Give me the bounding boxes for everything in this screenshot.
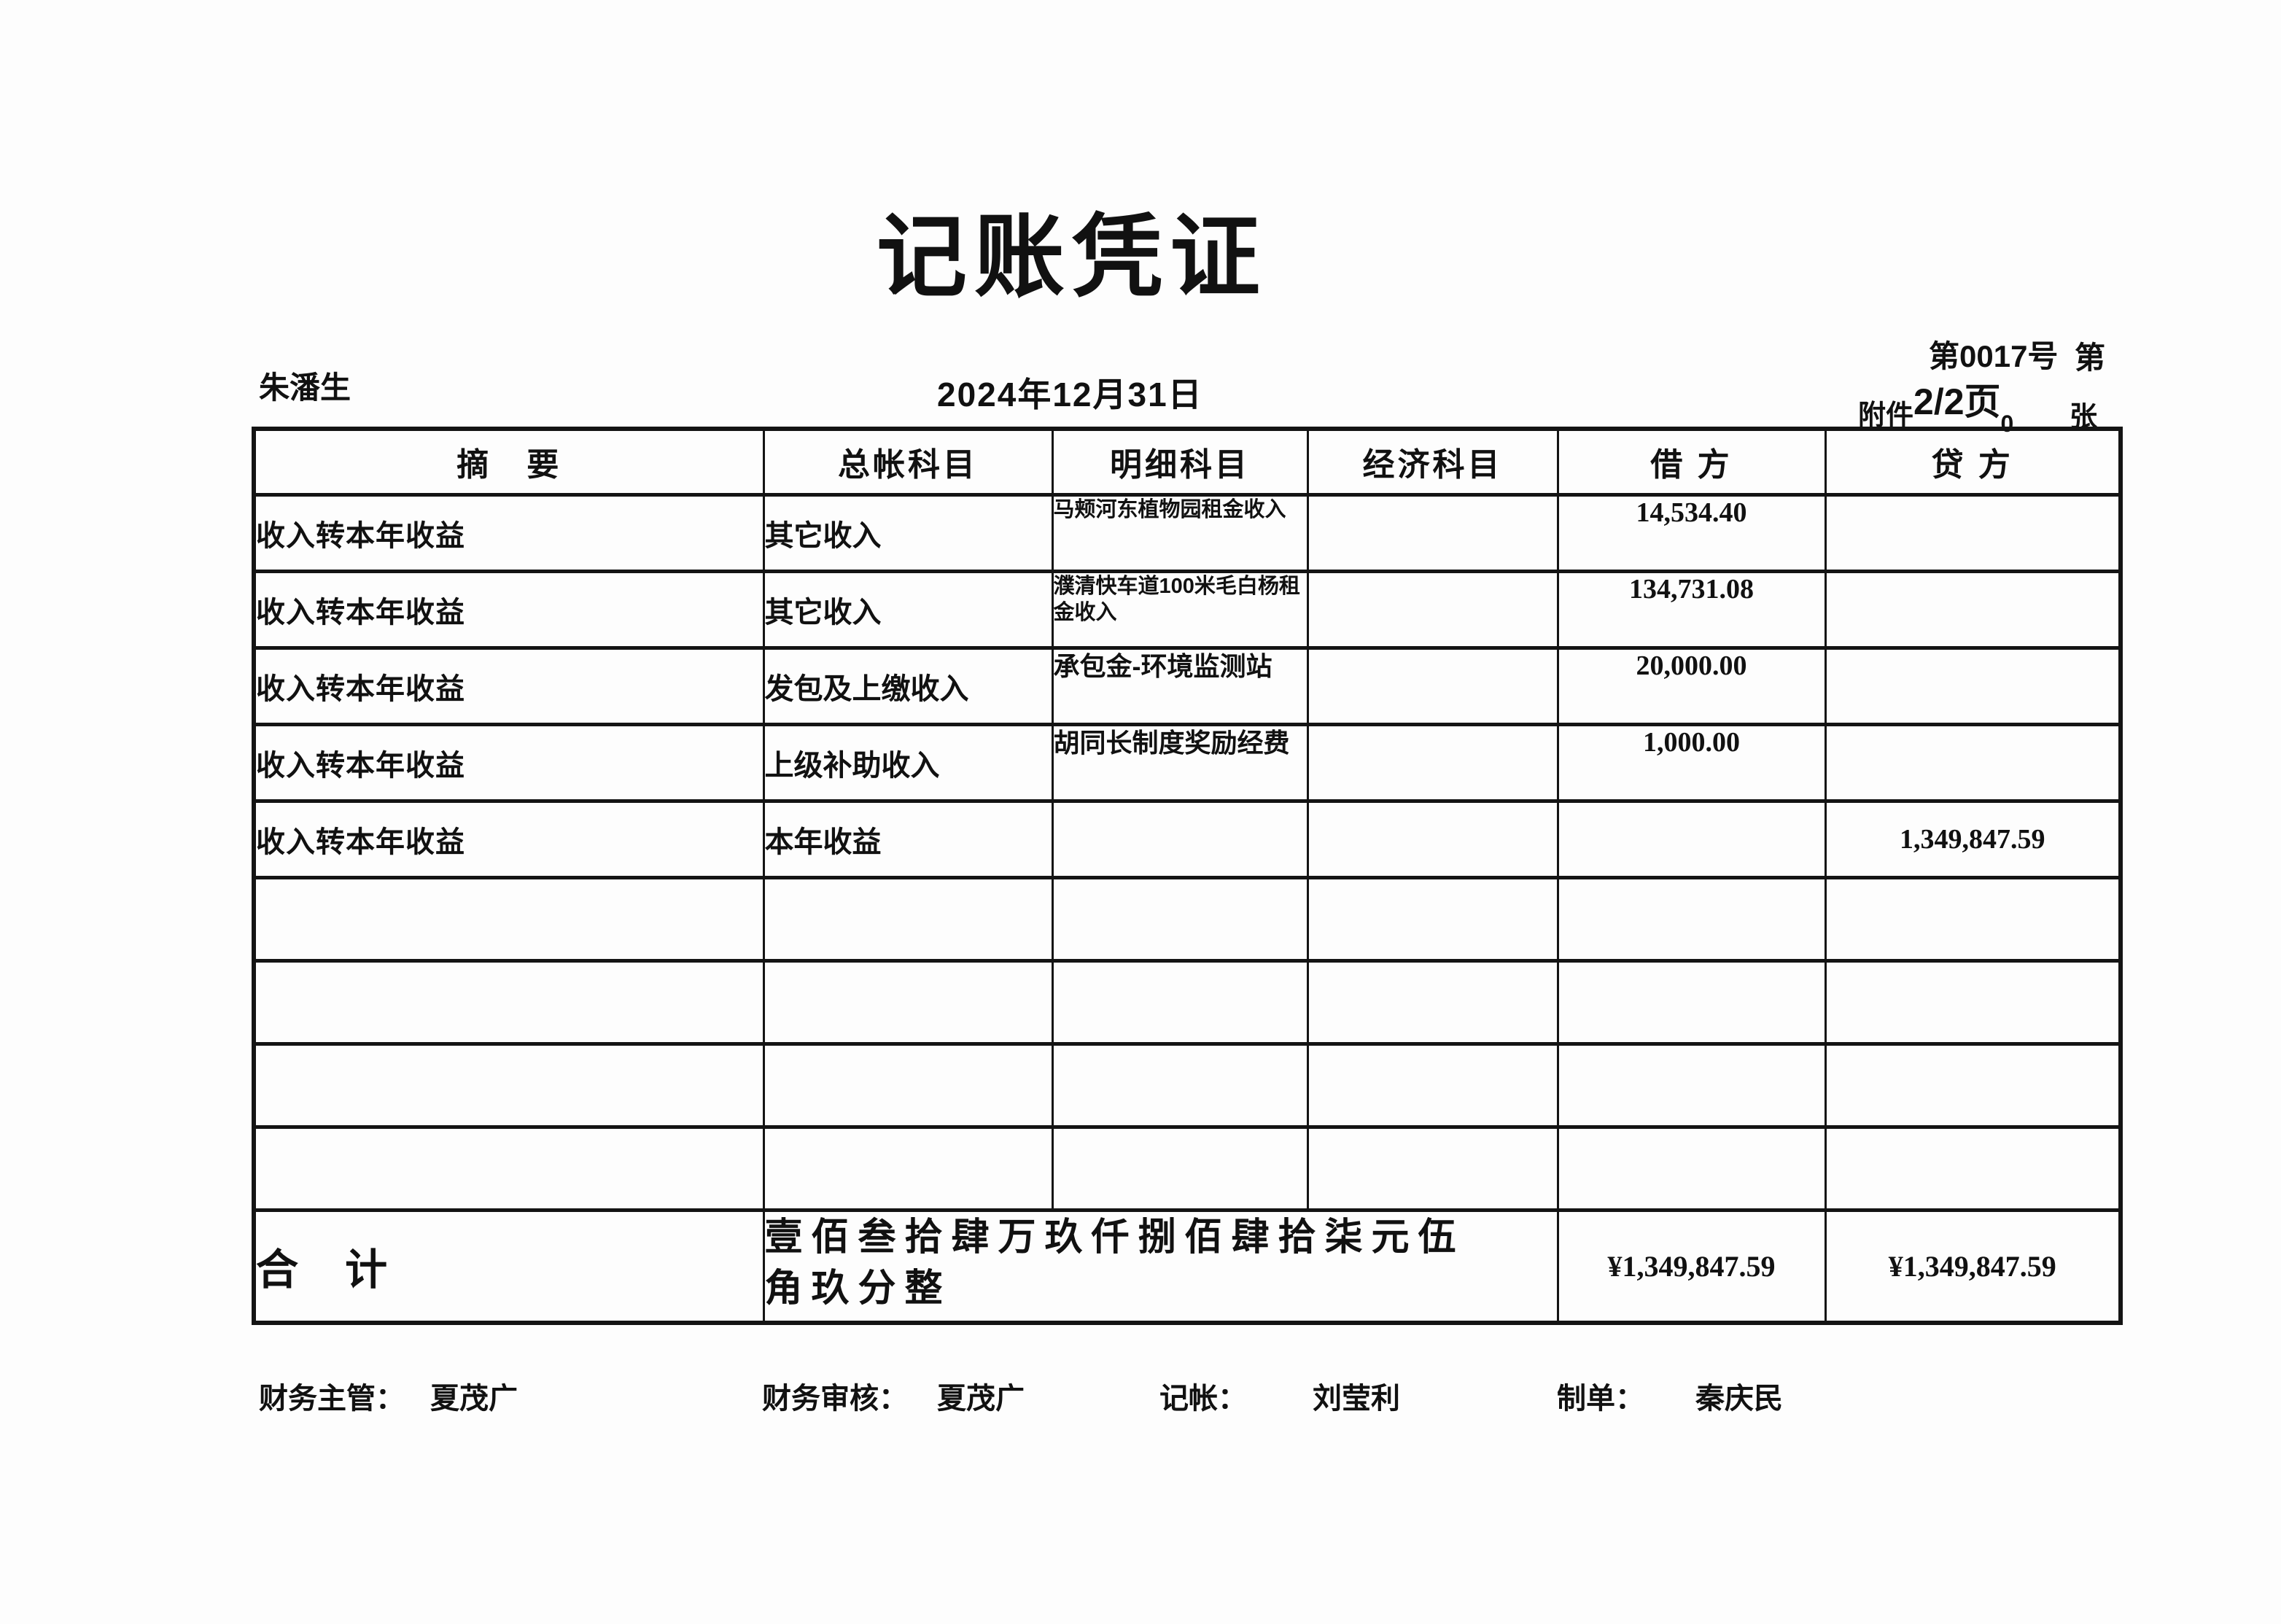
header-economic: 经济科目 <box>1306 427 1559 497</box>
empty-cell <box>1051 875 1309 963</box>
table-row: 收入转本年收益 发包及上缴收入 承包金-环境监测站 20,000.00 <box>252 645 2122 726</box>
table-row: 收入转本年收益 其它收入 马颊河东植物园租金收入 14,534.40 <box>252 492 2122 573</box>
cell-general-ledger: 发包及上缴收入 <box>762 645 1054 726</box>
cell-summary: 收入转本年收益 <box>252 722 765 803</box>
table-row: 收入转本年收益 本年收益 1,349,847.59 <box>252 799 2122 879</box>
preparer-name: 朱潘生 <box>259 370 351 405</box>
finance-reviewer-label: 财务审核： <box>762 1383 908 1415</box>
table-header-row: 摘 要 总帐科目 明细科目 经济科目 借 方 贷 方 <box>252 427 2122 497</box>
table-row: 收入转本年收益 上级补助收入 胡同长制度奖励经费 1,000.00 <box>252 722 2122 803</box>
cell-detail: 胡同长制度奖励经费 <box>1051 722 1309 803</box>
header-summary: 摘 要 <box>252 427 765 497</box>
empty-cell <box>1306 875 1559 963</box>
voucher-number: 第0017号 <box>1929 339 2059 373</box>
header-general-ledger: 总帐科目 <box>762 427 1054 497</box>
empty-cell <box>762 1124 1054 1212</box>
bookkeeper-name: 刘莹利 <box>1313 1383 1400 1415</box>
cell-detail <box>1051 799 1309 879</box>
empty-cell <box>762 875 1054 963</box>
cell-general-ledger: 其它收入 <box>762 569 1054 650</box>
cell-credit <box>1824 569 2122 650</box>
cell-debit <box>1556 799 1827 879</box>
finance-supervisor-name: 夏茂广 <box>430 1383 518 1415</box>
total-credit: ¥1,349,847.59 <box>1824 1208 2122 1325</box>
cell-detail: 承包金-环境监测站 <box>1051 645 1309 726</box>
empty-row <box>252 1041 2122 1129</box>
empty-cell <box>762 1041 1054 1129</box>
empty-cell <box>1556 958 1827 1046</box>
total-amount-in-words-cell: 壹佰叁拾肆万玖仟捌佰肆拾柒元伍角玖分整 <box>762 1208 1559 1325</box>
cell-general-ledger: 本年收益 <box>762 799 1054 879</box>
cell-credit <box>1824 722 2122 803</box>
empty-cell <box>1824 958 2122 1046</box>
voucher-maker-name: 秦庆民 <box>1695 1383 1783 1415</box>
empty-row <box>252 875 2122 963</box>
voucher-table: 摘 要 总帐科目 明细科目 经济科目 借 方 贷 方 收入转本年收益 其它收入 … <box>252 427 2123 1325</box>
cell-credit <box>1824 492 2122 573</box>
cell-general-ledger: 上级补助收入 <box>762 722 1054 803</box>
signature-footer: 财务主管： 夏茂广 财务审核： 夏茂广 记帐： 刘莹利 制单： 秦庆民 <box>0 1375 2281 1418</box>
total-amount-in-words: 壹佰叁拾肆万玖仟捌佰肆拾柒元伍角玖分整 <box>764 1216 1465 1310</box>
empty-cell <box>1306 1041 1559 1129</box>
empty-cell <box>1556 1124 1827 1212</box>
cell-debit: 1,000.00 <box>1556 722 1827 803</box>
header-debit: 借 方 <box>1556 427 1827 497</box>
cell-economic <box>1306 645 1559 726</box>
empty-row <box>252 958 2122 1046</box>
empty-cell <box>1306 958 1559 1046</box>
empty-cell <box>1051 1124 1309 1212</box>
voucher-maker-label: 制单： <box>1557 1383 1644 1415</box>
finance-supervisor-label: 财务主管： <box>259 1383 405 1415</box>
cell-credit <box>1824 645 2122 726</box>
total-debit: ¥1,349,847.59 <box>1556 1208 1827 1325</box>
finance-reviewer-name: 夏茂广 <box>937 1383 1025 1415</box>
cell-economic <box>1306 722 1559 803</box>
cell-debit: 20,000.00 <box>1556 645 1827 726</box>
cell-general-ledger: 其它收入 <box>762 492 1054 573</box>
cell-debit: 134,731.08 <box>1556 569 1827 650</box>
empty-cell <box>1556 1041 1827 1129</box>
cell-summary: 收入转本年收益 <box>252 645 765 726</box>
empty-cell <box>1556 875 1827 963</box>
attachment-label: 附件 <box>1858 400 1914 431</box>
empty-cell <box>1824 1124 2122 1212</box>
attachment-pages: 2/2页 <box>1913 381 2001 422</box>
cell-summary: 收入转本年收益 <box>252 799 765 879</box>
empty-row <box>252 1124 2122 1212</box>
cell-economic <box>1306 569 1559 650</box>
cell-detail: 濮清快车道100米毛白杨租金收入 <box>1051 569 1309 650</box>
empty-cell <box>252 958 765 1046</box>
voucher-date: 2024年12月31日 <box>937 376 1203 413</box>
cell-summary: 收入转本年收益 <box>252 492 765 573</box>
cell-detail: 马颊河东植物园租金收入 <box>1051 492 1309 573</box>
bookkeeper-label: 记帐： <box>1159 1383 1247 1415</box>
empty-cell <box>252 1124 765 1212</box>
sheet-number-prefix: 第 <box>2075 341 2106 375</box>
header-detail: 明细科目 <box>1051 427 1309 497</box>
table-row: 收入转本年收益 其它收入 濮清快车道100米毛白杨租金收入 134,731.08 <box>252 569 2122 650</box>
cell-summary: 收入转本年收益 <box>252 569 765 650</box>
empty-cell <box>1824 1041 2122 1129</box>
empty-cell <box>1051 958 1309 1046</box>
cell-economic <box>1306 492 1559 573</box>
empty-cell <box>762 958 1054 1046</box>
empty-cell <box>252 875 765 963</box>
empty-cell <box>1051 1041 1309 1129</box>
page-title: 记账凭证 <box>876 208 1267 308</box>
total-row: 合 计 壹佰叁拾肆万玖仟捌佰肆拾柒元伍角玖分整 ¥1,349,847.59 ¥1… <box>252 1208 2122 1325</box>
attachment-line: 附件2/2页0 <box>1858 381 2013 437</box>
header-credit: 贷 方 <box>1824 427 2122 497</box>
empty-cell <box>252 1041 765 1129</box>
empty-cell <box>1306 1124 1559 1212</box>
empty-cell <box>1824 875 2122 963</box>
cell-economic <box>1306 799 1559 879</box>
cell-credit: 1,349,847.59 <box>1824 799 2122 879</box>
cell-debit: 14,534.40 <box>1556 492 1827 573</box>
total-label: 合 计 <box>252 1208 765 1325</box>
